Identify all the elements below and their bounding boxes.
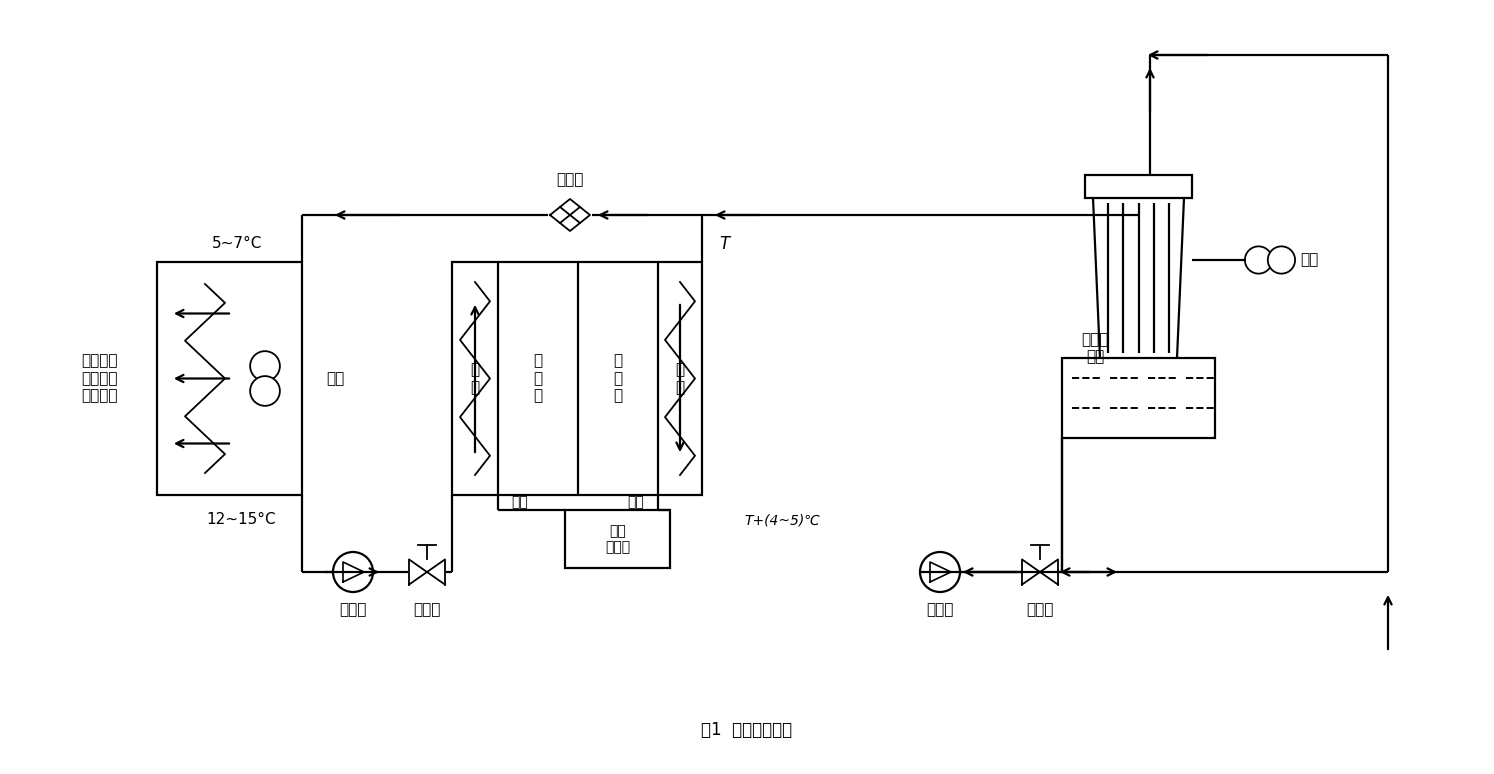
Bar <box>1062 358 1215 438</box>
Text: 气态: 气态 <box>627 495 644 509</box>
Text: 单向阀: 单向阀 <box>556 173 584 187</box>
Text: 风机: 风机 <box>326 371 344 386</box>
Bar <box>565 510 669 568</box>
Text: 图1  中央空调系统: 图1 中央空调系统 <box>702 721 792 739</box>
Text: 风机: 风机 <box>1300 252 1318 268</box>
Bar <box>1085 175 1192 198</box>
Text: 制冷
压缩机: 制冷 压缩机 <box>605 524 630 554</box>
Text: 用户风机
盘管系统
可有很多: 用户风机 盘管系统 可有很多 <box>81 354 117 403</box>
Text: 蒸
发
器: 蒸 发 器 <box>533 354 542 403</box>
Text: 冷
凝
器: 冷 凝 器 <box>614 354 623 403</box>
Circle shape <box>249 376 279 406</box>
Circle shape <box>333 552 374 592</box>
Text: 放
热: 放 热 <box>675 362 684 395</box>
Circle shape <box>249 351 279 381</box>
Bar <box>157 262 302 495</box>
Text: T+(4~5)℃: T+(4~5)℃ <box>744 513 820 527</box>
Text: 冷冻泵: 冷冻泵 <box>339 602 366 618</box>
Text: 5~7°C: 5~7°C <box>212 237 263 252</box>
Text: 液态: 液态 <box>511 495 529 509</box>
Text: 节流阀: 节流阀 <box>1026 602 1053 618</box>
Text: 冷却塔
喷淋: 冷却塔 喷淋 <box>1082 332 1109 365</box>
Text: 吸
热: 吸 热 <box>471 362 480 395</box>
Circle shape <box>920 552 961 592</box>
Text: 节流阀: 节流阀 <box>414 602 441 618</box>
Circle shape <box>1268 246 1295 274</box>
Text: T: T <box>719 235 729 253</box>
Circle shape <box>1245 246 1273 274</box>
Text: 冷却泵: 冷却泵 <box>926 602 953 618</box>
Text: 12~15°C: 12~15°C <box>206 512 276 528</box>
Bar <box>453 262 702 495</box>
